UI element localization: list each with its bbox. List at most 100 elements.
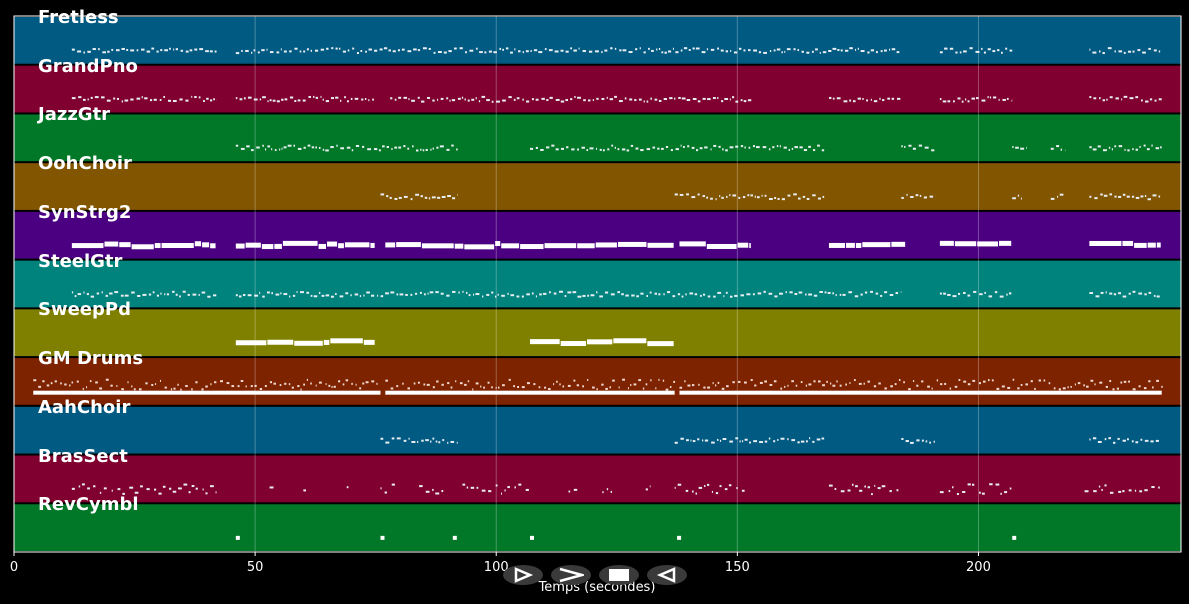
note <box>744 438 748 441</box>
note <box>617 241 647 247</box>
note <box>748 146 751 149</box>
note <box>386 146 389 149</box>
note <box>259 387 263 390</box>
note <box>432 99 435 102</box>
note <box>650 379 652 382</box>
note <box>71 487 75 490</box>
note <box>1158 195 1161 198</box>
note <box>845 383 847 386</box>
note <box>1123 51 1126 54</box>
note <box>870 98 872 101</box>
note <box>385 390 675 395</box>
note <box>680 144 682 147</box>
note <box>303 489 306 492</box>
note <box>742 196 746 199</box>
fast-forward-button[interactable] <box>551 565 591 585</box>
note <box>299 50 302 53</box>
note <box>730 49 732 52</box>
note <box>1005 47 1008 50</box>
note <box>942 100 947 103</box>
rewind-button[interactable] <box>647 565 687 585</box>
note <box>530 50 532 53</box>
note <box>300 291 304 294</box>
note <box>704 485 706 488</box>
note <box>202 242 210 248</box>
note <box>81 483 85 486</box>
note <box>560 341 587 347</box>
note <box>83 51 85 54</box>
note <box>282 240 318 246</box>
note <box>259 291 261 294</box>
note <box>417 49 421 52</box>
note <box>640 149 644 152</box>
note <box>1034 387 1036 390</box>
note <box>422 47 427 50</box>
note <box>675 148 679 151</box>
note <box>555 148 559 151</box>
note <box>351 149 354 152</box>
note <box>749 243 751 249</box>
note <box>526 100 530 103</box>
note <box>957 292 961 295</box>
note <box>925 440 928 443</box>
note <box>33 379 37 382</box>
note <box>822 195 825 198</box>
play-button[interactable] <box>503 565 543 585</box>
note <box>1058 388 1061 391</box>
note <box>1067 386 1069 389</box>
note <box>1134 242 1147 248</box>
note <box>685 489 689 492</box>
note <box>882 99 885 102</box>
note <box>262 96 266 99</box>
note <box>1139 145 1141 148</box>
note <box>1142 51 1146 54</box>
note <box>963 50 967 53</box>
track-label-brassect: BrasSect <box>38 445 128 467</box>
note <box>335 293 337 296</box>
note <box>267 100 269 103</box>
note <box>318 381 322 384</box>
note <box>1118 145 1123 148</box>
note <box>654 292 658 295</box>
note <box>206 97 209 100</box>
stop-button[interactable] <box>599 565 639 585</box>
note <box>121 100 124 103</box>
note <box>1152 386 1154 389</box>
note <box>491 386 493 389</box>
note <box>853 379 856 382</box>
note <box>538 51 543 54</box>
note <box>156 294 160 297</box>
note <box>421 100 425 103</box>
note <box>469 49 474 52</box>
note <box>981 492 985 495</box>
note <box>149 99 153 102</box>
track-label-jazzgtr: JazzGtr <box>38 104 111 126</box>
note <box>757 292 762 295</box>
note <box>1094 383 1096 386</box>
note <box>124 294 129 297</box>
note <box>658 293 661 296</box>
note <box>851 483 854 486</box>
note <box>596 388 598 391</box>
note <box>471 98 475 101</box>
note <box>646 148 651 151</box>
note <box>1108 437 1111 440</box>
note <box>1135 196 1140 199</box>
note <box>345 292 349 295</box>
note <box>891 48 896 51</box>
note <box>586 149 589 152</box>
note <box>398 146 402 149</box>
note <box>921 439 924 442</box>
note <box>998 240 1012 246</box>
note <box>712 382 714 385</box>
note <box>701 51 706 54</box>
note <box>1050 197 1055 200</box>
note <box>931 149 935 152</box>
note <box>729 295 733 298</box>
note <box>1123 95 1128 98</box>
note <box>437 196 441 199</box>
note <box>447 382 450 385</box>
note <box>864 291 868 294</box>
note <box>567 384 571 387</box>
note <box>1156 295 1160 298</box>
